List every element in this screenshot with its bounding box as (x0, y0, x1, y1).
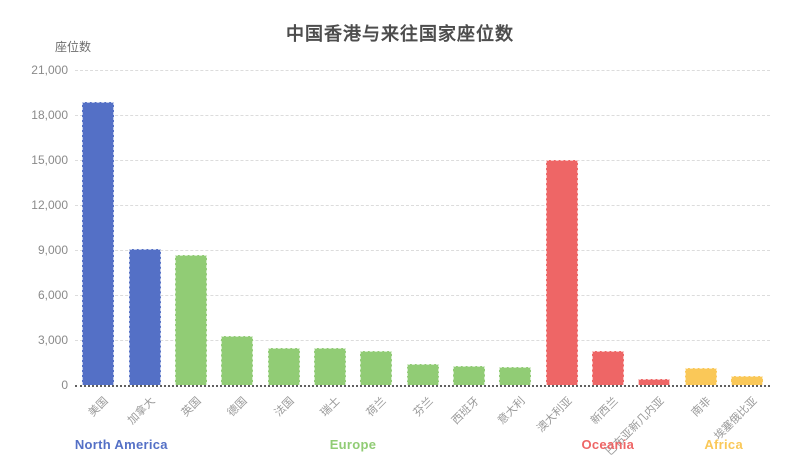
gridline (75, 160, 770, 161)
bar-南非 (684, 367, 717, 385)
gridline (75, 250, 770, 251)
y-tick-label: 0 (61, 378, 68, 392)
gridline (75, 340, 770, 341)
bar-瑞士 (313, 348, 346, 385)
y-tick-label: 15,000 (31, 153, 68, 167)
y-axis-title: 座位数 (55, 40, 92, 54)
bar-澳大利亚 (545, 160, 578, 385)
bar-德国 (221, 335, 254, 385)
gridline (75, 115, 770, 116)
group-label-africa: Africa (704, 437, 743, 452)
group-label-europe: Europe (329, 437, 377, 452)
bar-法国 (267, 347, 300, 385)
bar-美国 (82, 101, 115, 385)
y-tick-label: 21,000 (31, 63, 68, 77)
bar-荷兰 (360, 350, 393, 385)
plot-area (75, 70, 770, 387)
bar-新西兰 (591, 351, 624, 385)
gridline (75, 70, 770, 71)
y-tick-label: 9,000 (37, 243, 68, 257)
y-tick-label: 6,000 (37, 288, 68, 302)
bar-芬兰 (406, 363, 439, 385)
gridline (75, 295, 770, 296)
bar-意大利 (499, 367, 532, 385)
bar-英国 (174, 255, 207, 385)
group-label-oceania: Oceania (581, 437, 635, 452)
bar-西班牙 (452, 365, 485, 385)
bar-巴布亚新几内亚 (638, 379, 671, 385)
bar-加拿大 (128, 248, 161, 385)
chart-title: 中国香港与来往国家座位数 (286, 24, 514, 44)
bar-埃塞俄比亚 (730, 376, 763, 385)
x-axis-line (75, 385, 770, 387)
y-tick-label: 12,000 (31, 198, 68, 212)
y-tick-label: 3,000 (37, 333, 68, 347)
y-tick-label: 18,000 (31, 108, 68, 122)
group-label-north-america: North America (74, 437, 168, 452)
gridline (75, 205, 770, 206)
